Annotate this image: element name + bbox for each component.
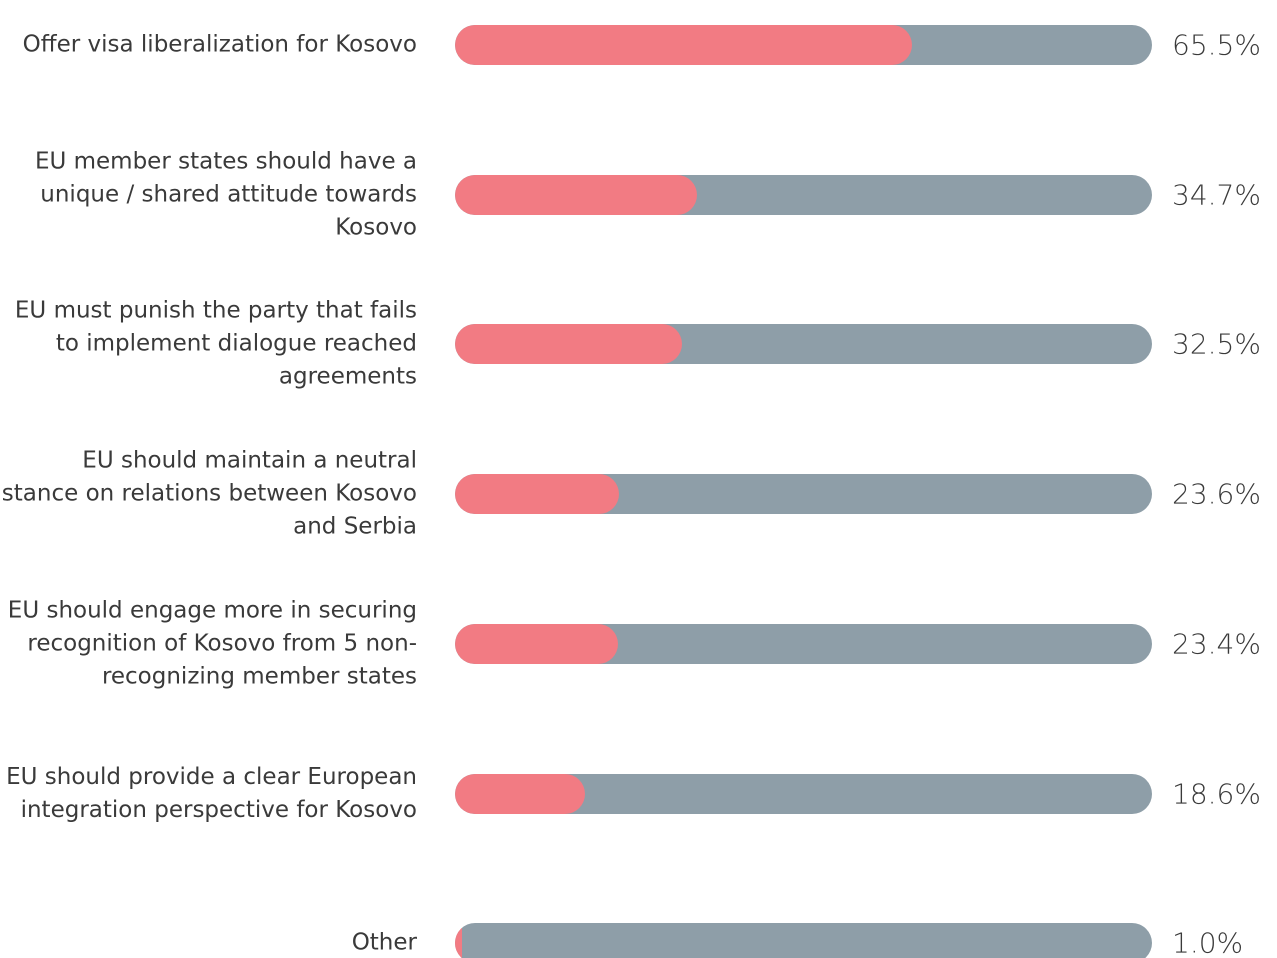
category-label: EU member states should have a unique / … [34,148,417,241]
category-label: EU should provide a clear European integ… [6,763,417,823]
bar [455,923,462,958]
value-label: 23.6% [1172,477,1261,511]
category-label: Other [351,929,417,956]
value-label: 18.6% [1172,777,1261,810]
bar-track [455,923,1152,958]
bar [455,773,585,814]
value-label: 1.0% [1172,926,1244,958]
bar [455,174,697,215]
bar-track [455,25,1152,65]
value-label: 23.4% [1172,627,1261,661]
bar-track [455,324,1152,365]
bar [455,474,620,515]
category-label: EU must punish the party that fails to i… [14,297,417,390]
bar [455,324,682,365]
bar-track [455,474,1152,515]
value-label: 65.5% [1172,28,1261,62]
bar [455,25,912,65]
category-label: Offer visa liberalization for Kosovo [22,31,417,58]
bar-track [455,773,1152,814]
category-label: EU should engage more in securing recogn… [7,597,417,690]
category-label: EU should maintain a neutral stance on r… [1,447,417,540]
bar-track [455,174,1152,215]
bar [455,623,619,664]
bar-track [455,623,1152,664]
value-label: 34.7% [1172,178,1261,212]
value-label: 32.5% [1172,327,1261,361]
